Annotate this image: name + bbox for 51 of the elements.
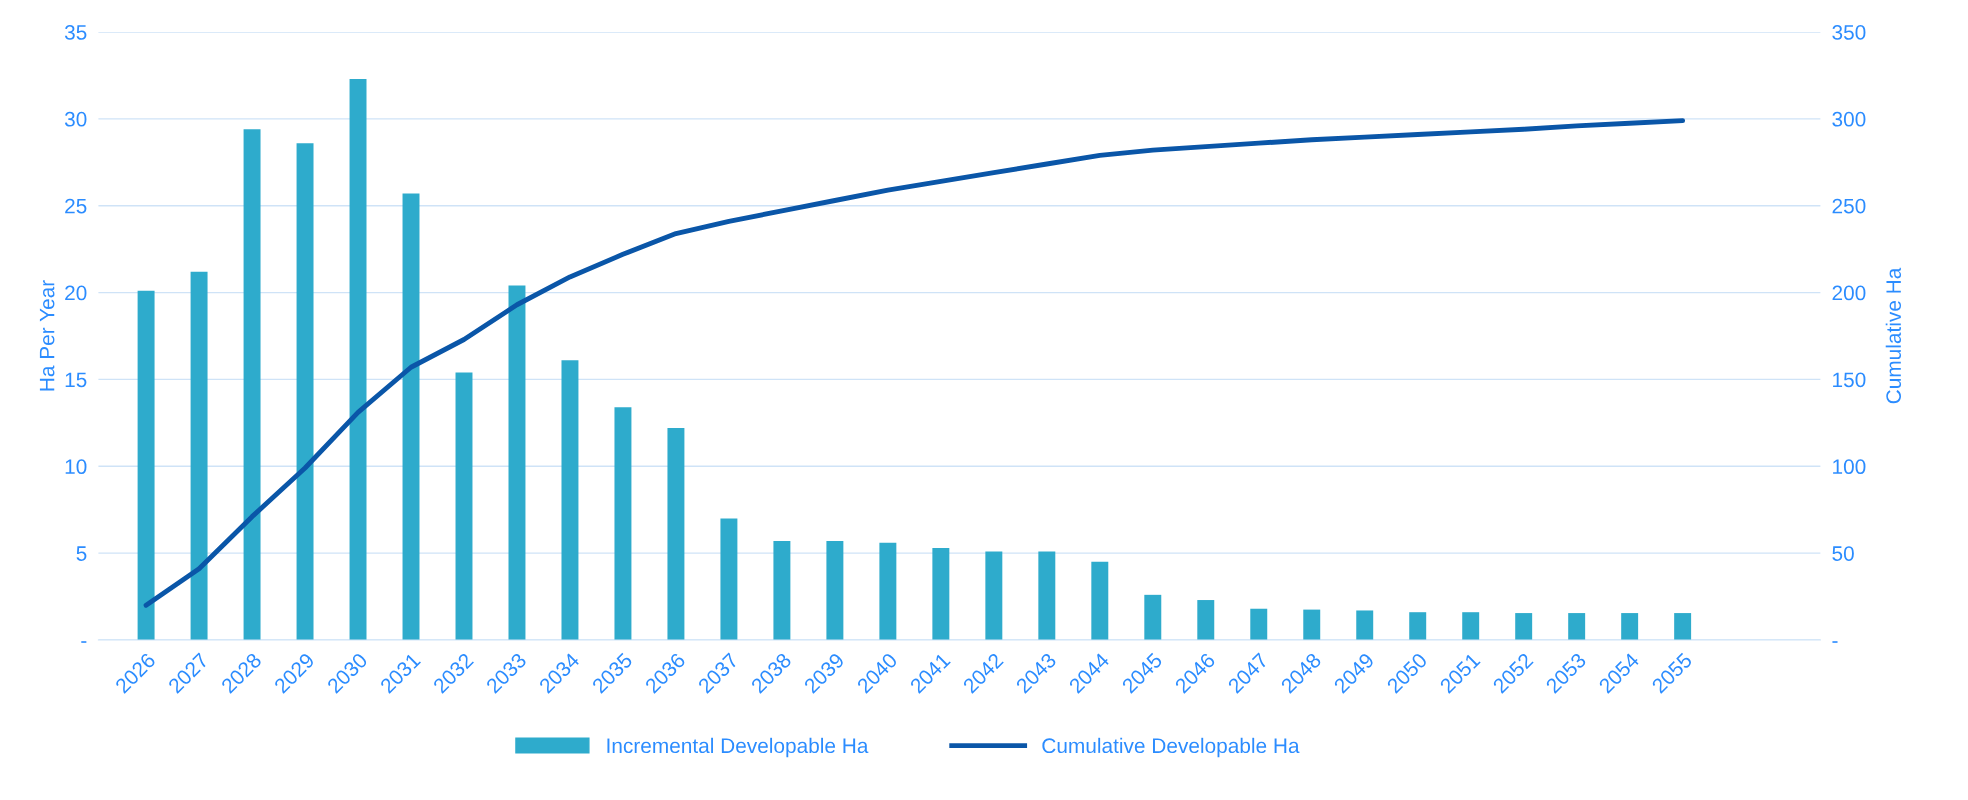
bar bbox=[508, 285, 526, 640]
bar bbox=[826, 540, 844, 640]
bar bbox=[1197, 600, 1215, 640]
y2-tick-label: 100 bbox=[1833, 459, 1866, 475]
y2-tick-label: 250 bbox=[1832, 198, 1866, 214]
bar bbox=[1674, 613, 1692, 640]
y2-tick-label: 300 bbox=[1832, 111, 1866, 127]
y-tick-label: - bbox=[81, 641, 87, 643]
y-tick-label: 35 bbox=[64, 25, 87, 40]
bar bbox=[985, 551, 1003, 640]
bar bbox=[349, 78, 367, 640]
y2-axis-title: Cumulative Ha bbox=[1885, 267, 1902, 404]
bar bbox=[137, 290, 155, 640]
bar bbox=[1091, 561, 1109, 640]
y-tick-label: 25 bbox=[65, 198, 87, 214]
bar bbox=[455, 372, 473, 640]
bar bbox=[773, 540, 791, 640]
bar bbox=[243, 129, 261, 640]
bar bbox=[1515, 613, 1533, 640]
bar bbox=[879, 542, 897, 640]
bar bbox=[1356, 610, 1374, 640]
y-tick-label: 15 bbox=[65, 372, 87, 388]
bar bbox=[190, 271, 208, 640]
bar bbox=[614, 407, 632, 640]
bar bbox=[720, 518, 738, 640]
bar bbox=[561, 360, 579, 640]
y2-tick-label: 350 bbox=[1832, 25, 1866, 40]
y2-tick-label: - bbox=[1832, 641, 1838, 643]
line-series bbox=[143, 118, 1686, 608]
bar bbox=[1250, 608, 1268, 640]
legend-label: Incremental Developable Ha bbox=[607, 737, 869, 758]
bar bbox=[1568, 613, 1586, 640]
y-tick-label: 30 bbox=[64, 111, 87, 127]
y2-tick-label: 200 bbox=[1832, 285, 1866, 301]
bar bbox=[1303, 609, 1321, 640]
bar bbox=[1038, 551, 1056, 640]
y2-tick-label: 50 bbox=[1832, 546, 1854, 561]
y-tick-label: 10 bbox=[65, 459, 87, 475]
bar bbox=[1409, 612, 1427, 640]
y-tick-label: 20 bbox=[65, 285, 87, 301]
bar bbox=[402, 193, 420, 640]
bar bbox=[667, 428, 685, 640]
y-tick-label: 5 bbox=[76, 546, 87, 561]
y2-tick-label: 150 bbox=[1833, 372, 1866, 388]
bar bbox=[1144, 594, 1162, 640]
legend-label: Cumulative Developable Ha bbox=[1042, 737, 1300, 758]
bar bbox=[932, 547, 950, 640]
bar bbox=[1621, 613, 1639, 640]
y-axis-title: Ha Per Year bbox=[39, 280, 55, 391]
bar bbox=[296, 143, 314, 640]
bar bbox=[1462, 612, 1480, 640]
